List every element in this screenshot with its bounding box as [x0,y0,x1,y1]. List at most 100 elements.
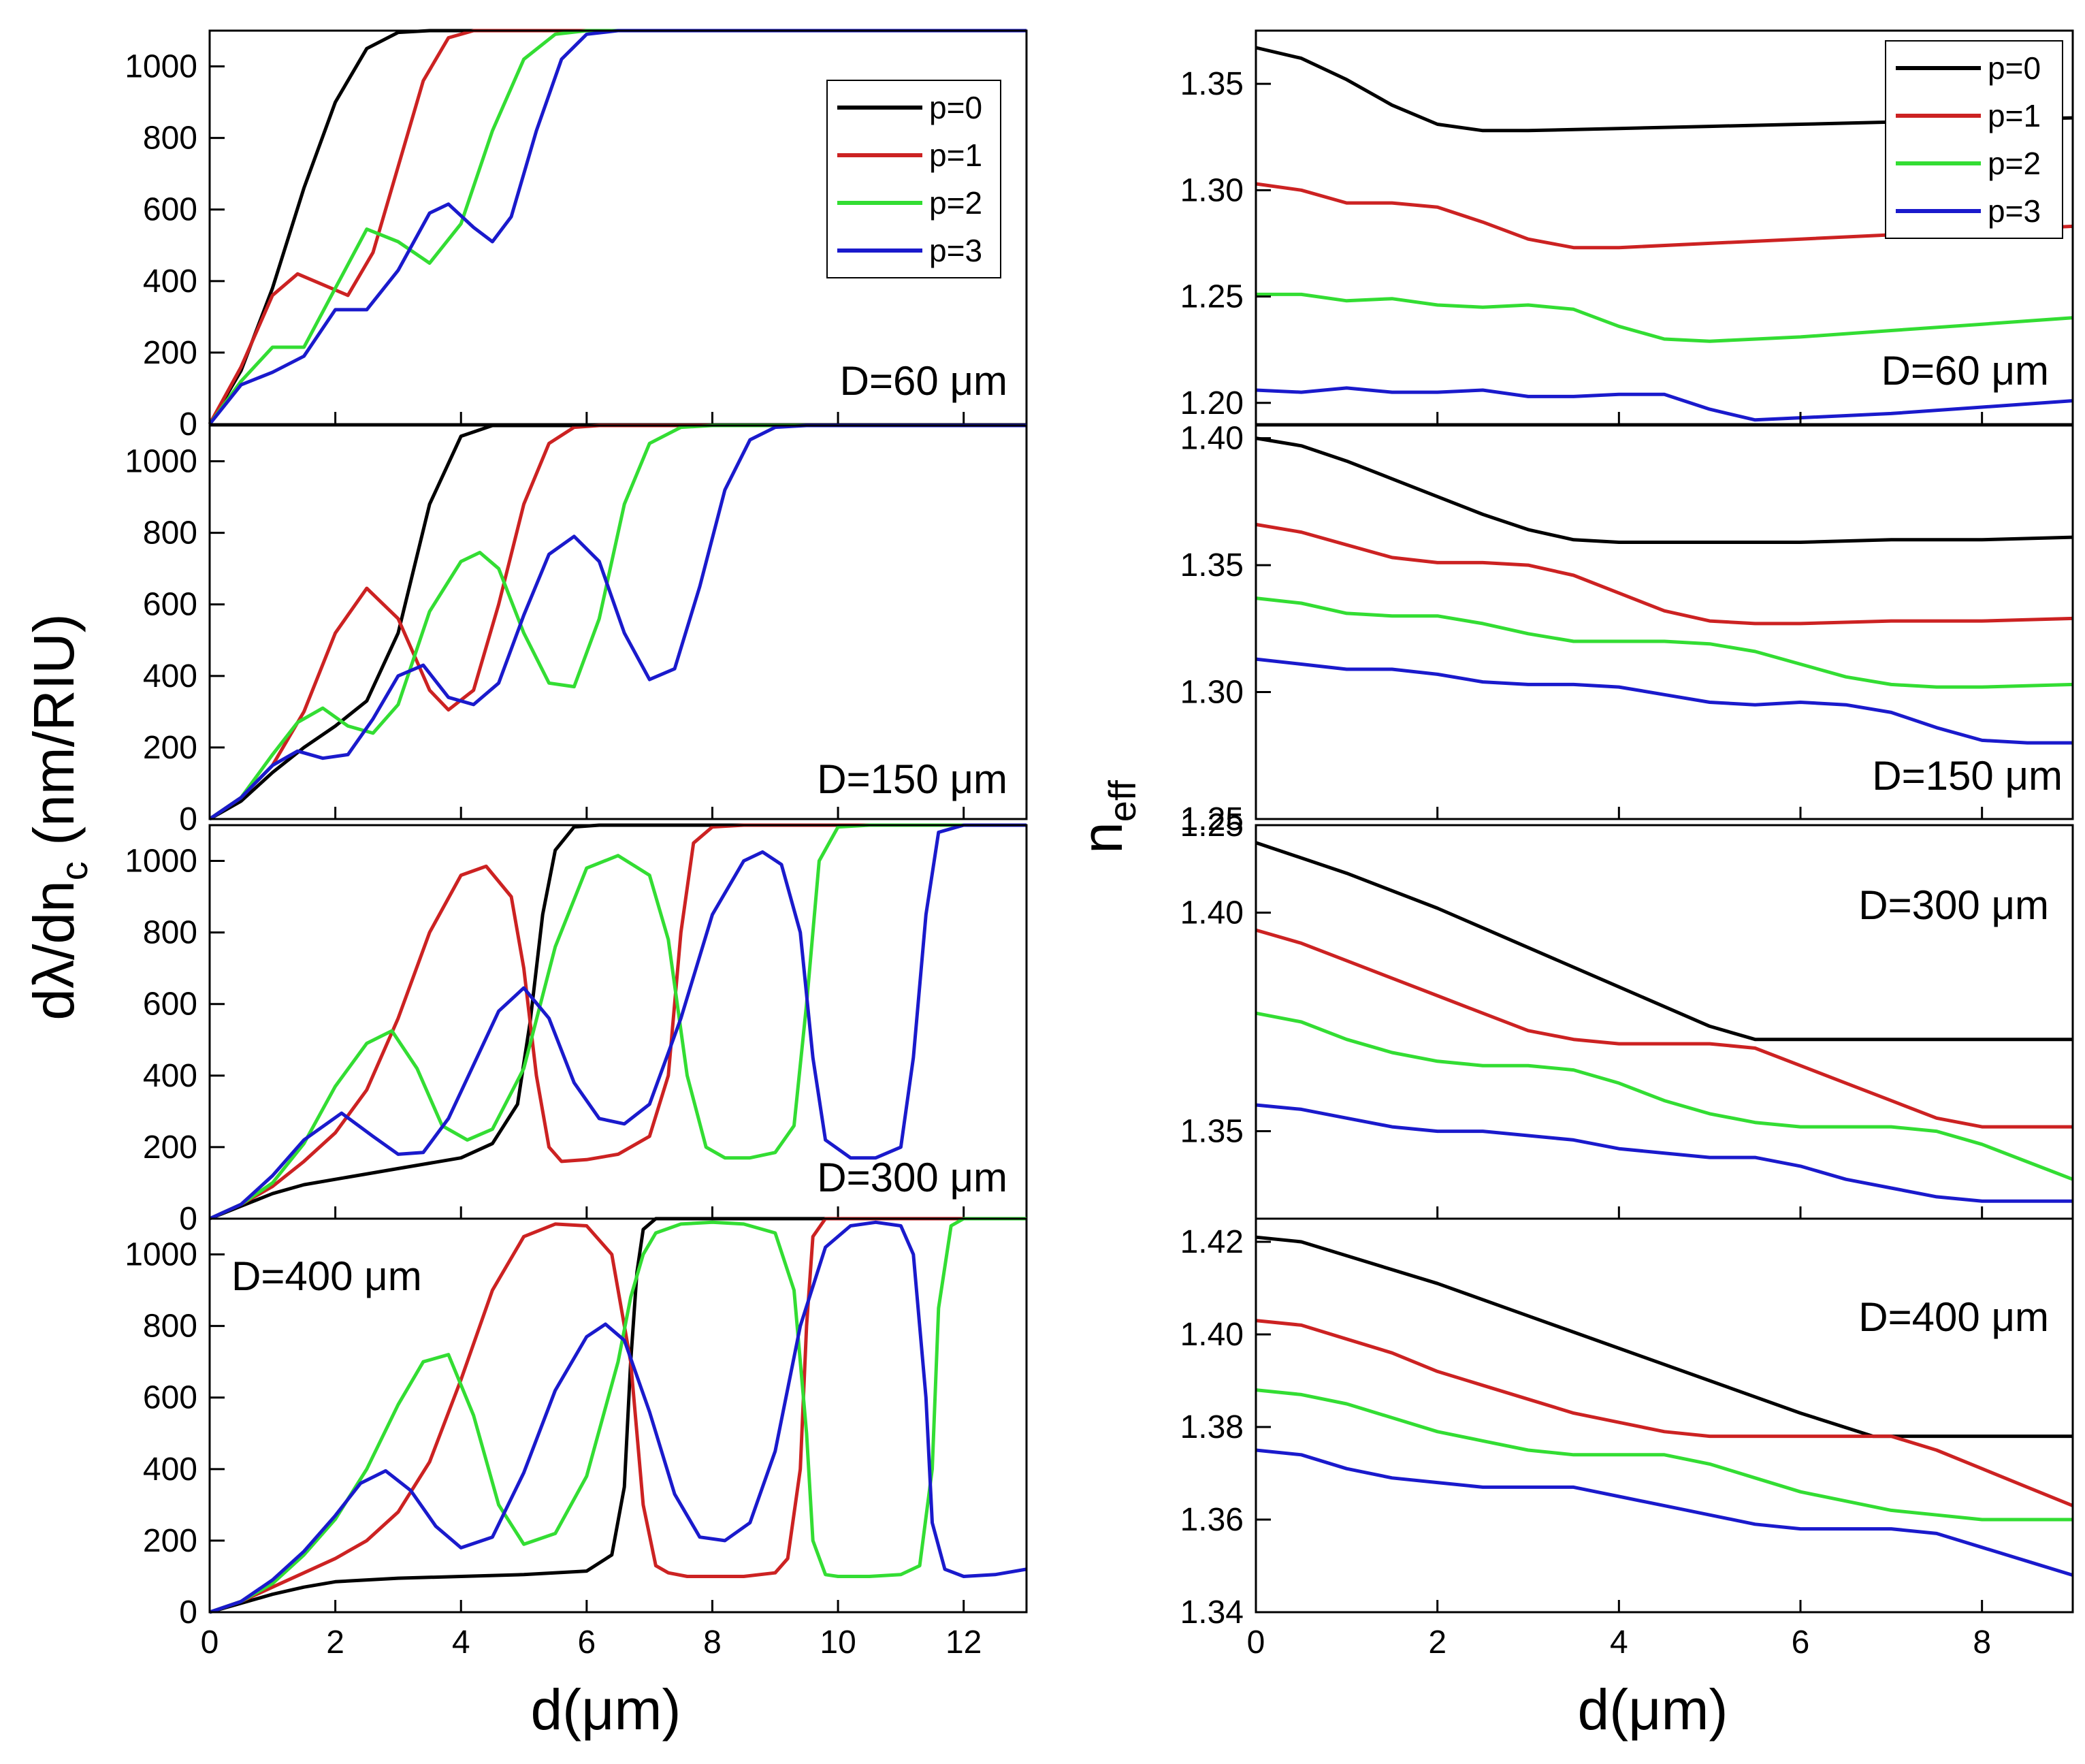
x-tick-label: 6 [1792,1624,1810,1661]
x-tick-label: 8 [703,1624,722,1661]
series-line-p3 [1255,657,2073,745]
y-tick-label: 0 [179,801,197,837]
y-tick-label: 1.34 [1180,1594,1244,1631]
legend-label-p2: p=2 [929,185,982,221]
y-tick-label: 1.20 [1180,385,1244,421]
legend-box [1885,40,2063,239]
series-line-p0 [1255,841,2073,1042]
y-tick-label: 1.25 [1180,801,1244,837]
panel-annotation: D=150 μm [1872,753,2063,799]
series-line-p0 [209,1217,1027,1614]
x-tick-label: 2 [326,1624,344,1661]
y-tick-label: 1.25 [1180,807,1244,844]
panel-frame [1255,424,2074,820]
series-line-p3 [1255,386,2073,422]
series-line-p2 [208,823,1027,1221]
chart-1: 1.20 1.25 1.30 1.35 D=60 μm 1.25 1.30 1.35 1.40 D… [1180,29,2074,1661]
series-line-p3 [209,1220,1027,1614]
x-tick-label: 0 [201,1624,219,1661]
left-y-label-tail: (nm/RIU) [22,613,86,861]
panel-0-3: 0 200 400 600 800 1000 D=400 μm [125,1217,1028,1631]
left-y-label-sub: c [52,861,95,880]
series-line-p1 [1255,182,2073,250]
y-tick-label: 800 [143,915,197,951]
series-line-p2 [1255,596,2073,689]
series-line-p3 [1255,1448,2073,1577]
y-tick-label: 1.35 [1180,1114,1244,1150]
y-tick-label: 400 [143,1452,197,1488]
legend-label-p0: p=0 [1988,50,2041,86]
right-y-axis-label: neff [1070,780,1144,854]
y-tick-label: 1000 [125,844,197,880]
y-tick-label: 600 [143,987,197,1023]
series-line-p3 [1255,1103,2073,1203]
y-tick-label: 1000 [125,1237,197,1273]
y-tick-label: 1.30 [1180,172,1244,208]
y-tick-label: 600 [143,587,197,623]
panel-1-2: 1.35 1.40 1.25 D=300 μm [1180,807,2074,1220]
y-tick-label: 200 [143,1523,197,1559]
y-tick-label: 1.36 [1180,1502,1244,1538]
left-x-axis-label: d(μm) [530,1678,681,1742]
x-tick-label: 6 [577,1624,596,1661]
x-tick-label: 0 [1247,1624,1265,1661]
y-tick-label: 800 [143,515,197,551]
left-y-label-main: dλ/dn [22,880,86,1021]
svg-text:neff: neff [1070,780,1144,854]
series-line-p0 [1255,1235,2073,1439]
panel-1-1: 1.25 1.30 1.35 1.40 D=150 μm [1180,421,2074,837]
legend-label-p3: p=3 [1988,193,2041,229]
panel-annotation: D=60 μm [1881,348,2049,394]
left-y-axis-label: dλ/dnc (nm/RIU) [22,613,95,1020]
panel-0-1: 0 200 400 600 800 1000 D=150 μm [125,423,1028,837]
y-tick-label: 200 [143,1129,197,1166]
panel-annotation: D=400 μm [231,1253,422,1299]
y-tick-label: 800 [143,121,197,157]
right-y-label-main: n [1070,822,1134,854]
y-tick-label: 1.25 [1180,279,1244,315]
y-tick-label: 0 [179,1201,197,1237]
y-tick-label: 1.38 [1180,1409,1244,1445]
x-tick-label: 12 [945,1624,982,1661]
panel-1-0: 1.20 1.25 1.30 1.35 D=60 μm [1180,29,2074,426]
y-tick-label: 400 [143,1058,197,1094]
panel-frame [1255,29,2074,426]
panel-frame [1255,1217,2074,1614]
y-tick-label: 800 [143,1309,197,1345]
panel-annotation: D=150 μm [817,756,1007,802]
series-line-p2 [209,1217,1027,1614]
y-tick-label: 1.42 [1180,1224,1244,1260]
y-tick-label: 1.35 [1180,66,1244,102]
right-y-label-sub: eff [1101,780,1144,822]
panel-annotation: D=60 μm [840,358,1007,404]
y-tick-label: 1.30 [1180,675,1244,711]
series-line-p1 [1255,928,2073,1129]
panel-annotation: D=400 μm [1858,1294,2049,1340]
panel-1-3: 1.34 1.36 1.38 1.40 1.42 D=400 μm [1180,1217,2074,1631]
y-tick-label: 0 [179,1594,197,1631]
x-tick-label: 2 [1428,1624,1446,1661]
legend: p=0 p=1 p=2 p=3 [1885,40,2063,239]
y-tick-label: 1.40 [1180,1317,1244,1353]
panel-0-2: 0 200 400 600 800 1000 D=300 μm [125,823,1028,1237]
series-line-p1 [1255,522,2073,626]
y-tick-label: 600 [143,1380,197,1416]
y-tick-label: 0 [179,406,197,443]
series-line-p2 [1255,1011,2073,1181]
y-tick-label: 1.40 [1180,421,1244,457]
y-tick-label: 200 [143,730,197,766]
legend-label-p1: p=1 [1988,98,2041,133]
panel-frame [208,424,1028,820]
y-tick-label: 600 [143,192,197,228]
series-line-p2 [1255,1388,2073,1522]
series-line-p1 [208,823,1027,1221]
x-tick-label: 4 [452,1624,470,1661]
panel-annotation: D=300 μm [1858,882,2049,928]
x-tick-label: 10 [820,1624,856,1661]
series-line-p2 [208,423,1027,821]
series-line-p2 [1256,292,2073,343]
y-tick-label: 1.40 [1180,895,1244,931]
y-tick-label: 400 [143,658,197,694]
legend-label-p2: p=2 [1988,146,2041,181]
